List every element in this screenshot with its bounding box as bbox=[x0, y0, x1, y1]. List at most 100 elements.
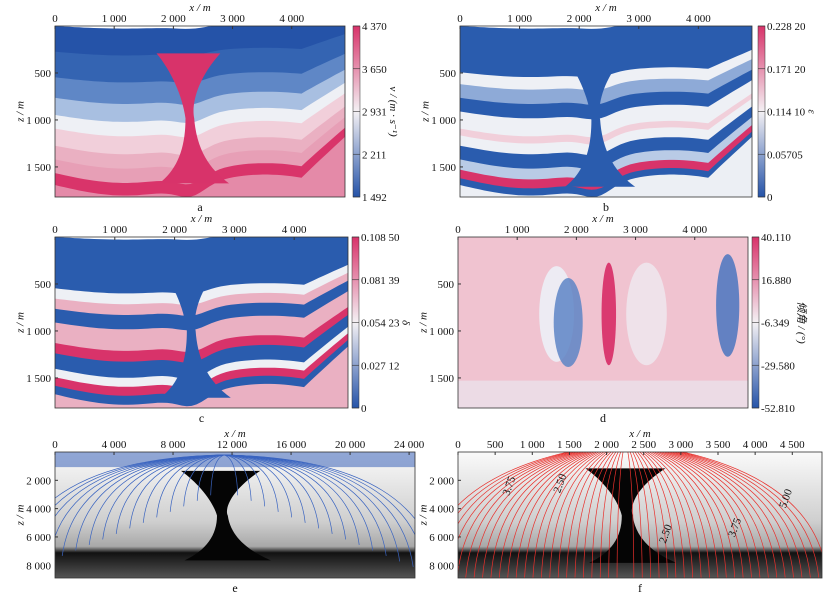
contour-line bbox=[458, 452, 568, 506]
contour-line bbox=[637, 452, 668, 578]
colorbar-tick-label: 0.228 20 bbox=[767, 21, 806, 33]
contour-line bbox=[524, 452, 597, 578]
y-tick-label: 2 000 bbox=[429, 475, 454, 487]
x-tick-label: 3 500 bbox=[706, 439, 731, 451]
y-tick-label: 500 bbox=[438, 279, 455, 291]
colorbar-tick-label: 0.05705 bbox=[767, 149, 803, 161]
y-tick-label: 500 bbox=[35, 279, 52, 291]
colorbar-tick-label: 0.108 50 bbox=[361, 232, 400, 244]
y-axis-label: z / m bbox=[14, 312, 26, 334]
y-axis-label: z / m bbox=[14, 101, 26, 123]
x-tick-label: 20 000 bbox=[335, 439, 366, 451]
x-tick-label: 3 000 bbox=[222, 224, 247, 236]
y-axis-label: z / m bbox=[14, 505, 26, 527]
contour-line bbox=[532, 452, 600, 578]
x-tick-label: 2 000 bbox=[161, 13, 186, 25]
y-tick-label: 6 000 bbox=[26, 532, 51, 544]
panel-label: e bbox=[232, 581, 237, 595]
y-tick-label: 1 000 bbox=[431, 115, 456, 127]
contour-line bbox=[644, 452, 694, 578]
contour-line bbox=[629, 452, 643, 578]
contour-line bbox=[490, 452, 588, 578]
colorbar-tick-label: 0.081 39 bbox=[361, 275, 400, 287]
contour-line bbox=[646, 452, 702, 578]
x-tick-label: 1 000 bbox=[505, 224, 530, 236]
x-axis-label: x / m bbox=[190, 213, 212, 225]
x-tick-label: 4 000 bbox=[686, 13, 711, 25]
colorbar-tick-label: 2 931 bbox=[362, 107, 387, 119]
ray-path bbox=[142, 454, 225, 523]
colorbar-tick-label: 4 370 bbox=[362, 21, 387, 33]
x-tick-label: 3 000 bbox=[626, 13, 651, 25]
plot-frame bbox=[54, 236, 349, 409]
panel-label: b bbox=[603, 200, 609, 214]
dip-anomaly bbox=[601, 262, 617, 366]
panel-c-image bbox=[55, 237, 348, 408]
y-axis-label: z / m bbox=[417, 312, 429, 334]
layer bbox=[460, 136, 752, 197]
x-axis-label: x / m bbox=[594, 2, 616, 14]
contour-line bbox=[591, 452, 617, 578]
plot-frame bbox=[457, 236, 749, 409]
y-tick-label: 6 000 bbox=[429, 532, 454, 544]
x-tick-label: 4 000 bbox=[282, 224, 307, 236]
contour-line bbox=[557, 452, 607, 578]
contour-line bbox=[627, 452, 635, 578]
contour-line bbox=[482, 452, 585, 578]
contour-line bbox=[661, 452, 752, 578]
ray-path bbox=[55, 454, 225, 499]
contour-line bbox=[658, 452, 744, 578]
contour-line bbox=[666, 452, 769, 578]
colorbar-label: v / (m · s⁻¹) bbox=[387, 86, 399, 137]
salt-body bbox=[181, 470, 271, 561]
contour-line bbox=[515, 452, 595, 578]
y-tick-label: 1 500 bbox=[26, 162, 51, 174]
x-tick-label: 4 000 bbox=[102, 439, 127, 451]
contour-line bbox=[670, 452, 786, 578]
contour-line bbox=[458, 452, 578, 575]
y-tick-label: 1 500 bbox=[431, 162, 456, 174]
dip-anomaly bbox=[553, 278, 583, 367]
contour-line bbox=[549, 452, 605, 578]
x-tick-label: 2 000 bbox=[567, 13, 592, 25]
panel-label: d bbox=[600, 411, 606, 425]
ray-path bbox=[115, 454, 225, 534]
colorbar-tick-label: 0 bbox=[767, 192, 773, 204]
colorbar-label: 倾角 / (°) bbox=[795, 301, 808, 344]
x-tick-label: 1 500 bbox=[557, 439, 582, 451]
x-tick-label: 0 bbox=[455, 224, 461, 236]
x-tick-label: 0 bbox=[52, 224, 58, 236]
x-tick-label: 2 000 bbox=[594, 439, 619, 451]
contour-line bbox=[507, 452, 592, 578]
x-tick-label: 1 000 bbox=[520, 439, 545, 451]
salt-body bbox=[157, 264, 231, 398]
ray-path bbox=[224, 454, 333, 534]
contour-line bbox=[675, 452, 803, 578]
contour-line bbox=[663, 452, 761, 578]
y-axis-label: z / m bbox=[419, 101, 431, 123]
contour-line bbox=[541, 452, 602, 578]
layer bbox=[55, 346, 348, 408]
x-tick-label: 1 000 bbox=[102, 13, 127, 25]
dip-anomaly bbox=[716, 254, 740, 357]
y-tick-label: 8 000 bbox=[429, 560, 454, 572]
contour-line bbox=[678, 452, 811, 578]
x-axis-label: x / m bbox=[628, 428, 650, 440]
dip-anomaly bbox=[626, 262, 667, 366]
x-tick-label: 0 bbox=[457, 13, 463, 25]
y-tick-label: 1 000 bbox=[429, 326, 454, 338]
y-axis-label: z / m bbox=[417, 505, 429, 527]
ray-path bbox=[183, 454, 225, 507]
y-tick-label: 1 000 bbox=[26, 115, 51, 127]
x-tick-label: 0 bbox=[455, 439, 461, 451]
panel-label: f bbox=[638, 581, 642, 595]
contour-line bbox=[458, 452, 571, 514]
contour-line bbox=[473, 452, 583, 578]
x-tick-label: 12 000 bbox=[217, 439, 248, 451]
noise-band bbox=[458, 380, 748, 408]
plot-frame bbox=[54, 25, 346, 198]
x-tick-label: 16 000 bbox=[276, 439, 307, 451]
y-tick-label: 4 000 bbox=[26, 504, 51, 516]
contour-line bbox=[673, 452, 794, 578]
